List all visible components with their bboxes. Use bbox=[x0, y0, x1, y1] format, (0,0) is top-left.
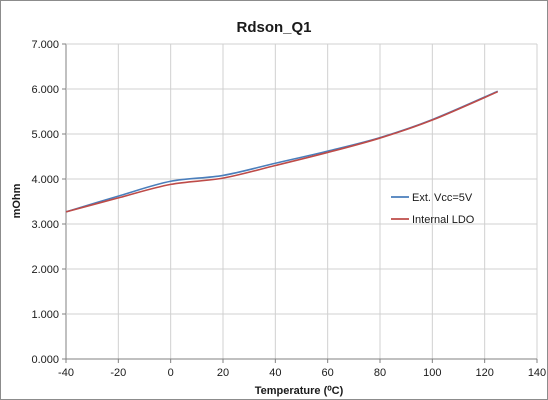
series-lines bbox=[65, 90, 499, 213]
y-tick-label: 6.000 bbox=[31, 84, 59, 96]
x-tick-label: 120 bbox=[475, 367, 493, 379]
legend-label: Ext. Vcc=5V bbox=[412, 192, 473, 204]
y-tick-label: 0.000 bbox=[31, 354, 59, 366]
x-axis-label: Temperature (⁰C) bbox=[255, 385, 344, 397]
y-axis-label: mOhm bbox=[11, 183, 23, 218]
legend: Ext. Vcc=5V Internal LDO bbox=[391, 192, 475, 226]
series-line-internal-ldo bbox=[65, 90, 499, 213]
y-tick-label: 3.000 bbox=[31, 219, 59, 231]
grid-lines bbox=[62, 43, 538, 363]
y-tick-label: 5.000 bbox=[31, 129, 59, 141]
y-tick-label: 4.000 bbox=[31, 174, 59, 186]
x-tick-label: 40 bbox=[269, 367, 281, 379]
x-tick-label: -40 bbox=[58, 367, 74, 379]
x-tick-label: 80 bbox=[374, 367, 386, 379]
x-tick-label: 140 bbox=[528, 367, 546, 379]
y-tick-label: 2.000 bbox=[31, 264, 59, 276]
chart-title: Rdson_Q1 bbox=[236, 19, 311, 36]
y-tick-label: 7.000 bbox=[31, 39, 59, 51]
x-tick-label: -20 bbox=[110, 367, 126, 379]
y-tick-label: 1.000 bbox=[31, 309, 59, 321]
tick-labels: -40 -20 0 20 40 60 80 100 120 140 0.000 1.000 2.000 3… bbox=[31, 39, 546, 379]
x-tick-label: 60 bbox=[322, 367, 334, 379]
x-tick-label: 0 bbox=[168, 367, 174, 379]
x-tick-label: 100 bbox=[423, 367, 441, 379]
legend-label: Internal LDO bbox=[412, 214, 475, 226]
x-tick-label: 20 bbox=[217, 367, 229, 379]
